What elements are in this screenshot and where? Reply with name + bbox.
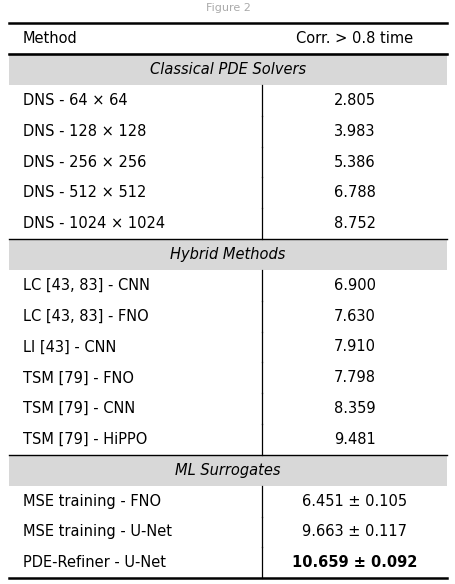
Text: Corr. > 0.8 time: Corr. > 0.8 time: [295, 32, 412, 46]
Bar: [9, 486, 446, 516]
Text: 3.983: 3.983: [333, 124, 374, 139]
Text: LC [43, 83] - FNO: LC [43, 83] - FNO: [23, 309, 148, 324]
Bar: [9, 424, 446, 455]
Text: ML Surrogates: ML Surrogates: [175, 463, 280, 478]
Text: DNS - 512 × 512: DNS - 512 × 512: [23, 185, 146, 200]
Bar: [9, 516, 446, 547]
Bar: [9, 301, 446, 332]
Text: DNS - 1024 × 1024: DNS - 1024 × 1024: [23, 216, 165, 231]
Text: 7.910: 7.910: [333, 339, 375, 354]
Text: MSE training - FNO: MSE training - FNO: [23, 493, 161, 509]
Bar: [9, 208, 446, 239]
Text: PDE-Refiner - U-Net: PDE-Refiner - U-Net: [23, 555, 166, 570]
Text: 5.386: 5.386: [333, 155, 374, 169]
Text: 10.659 ± 0.092: 10.659 ± 0.092: [291, 555, 416, 570]
Bar: [9, 332, 446, 363]
Text: LI [43] - CNN: LI [43] - CNN: [23, 339, 116, 354]
Text: Classical PDE Solvers: Classical PDE Solvers: [150, 62, 305, 77]
Text: TSM [79] - CNN: TSM [79] - CNN: [23, 401, 135, 416]
Text: 7.798: 7.798: [333, 370, 375, 385]
Text: TSM [79] - HiPPO: TSM [79] - HiPPO: [23, 432, 147, 447]
Text: 8.752: 8.752: [333, 216, 375, 231]
Text: 7.630: 7.630: [333, 309, 374, 324]
Text: LC [43, 83] - CNN: LC [43, 83] - CNN: [23, 278, 150, 293]
Bar: [9, 547, 446, 578]
Text: DNS - 128 × 128: DNS - 128 × 128: [23, 124, 146, 139]
Text: 9.663 ± 0.117: 9.663 ± 0.117: [301, 524, 406, 540]
Text: Method: Method: [23, 32, 77, 46]
Text: 6.900: 6.900: [333, 278, 375, 293]
Text: DNS - 64 × 64: DNS - 64 × 64: [23, 93, 127, 108]
Text: 6.788: 6.788: [333, 185, 374, 200]
Bar: [9, 147, 446, 178]
Bar: [9, 363, 446, 393]
Text: 2.805: 2.805: [333, 93, 375, 108]
Text: TSM [79] - FNO: TSM [79] - FNO: [23, 370, 133, 385]
Bar: [9, 85, 446, 116]
Text: 9.481: 9.481: [333, 432, 374, 447]
Text: 8.359: 8.359: [333, 401, 374, 416]
Bar: [9, 23, 446, 54]
Bar: [9, 393, 446, 424]
Text: MSE training - U-Net: MSE training - U-Net: [23, 524, 172, 540]
Bar: [9, 270, 446, 301]
Bar: [9, 116, 446, 147]
Text: DNS - 256 × 256: DNS - 256 × 256: [23, 155, 146, 169]
Text: Figure 2: Figure 2: [205, 3, 250, 13]
Bar: [9, 178, 446, 208]
Text: 6.451 ± 0.105: 6.451 ± 0.105: [301, 493, 406, 509]
Bar: [9, 54, 446, 85]
Bar: [9, 455, 446, 486]
Bar: [9, 239, 446, 270]
Text: Hybrid Methods: Hybrid Methods: [170, 247, 285, 262]
